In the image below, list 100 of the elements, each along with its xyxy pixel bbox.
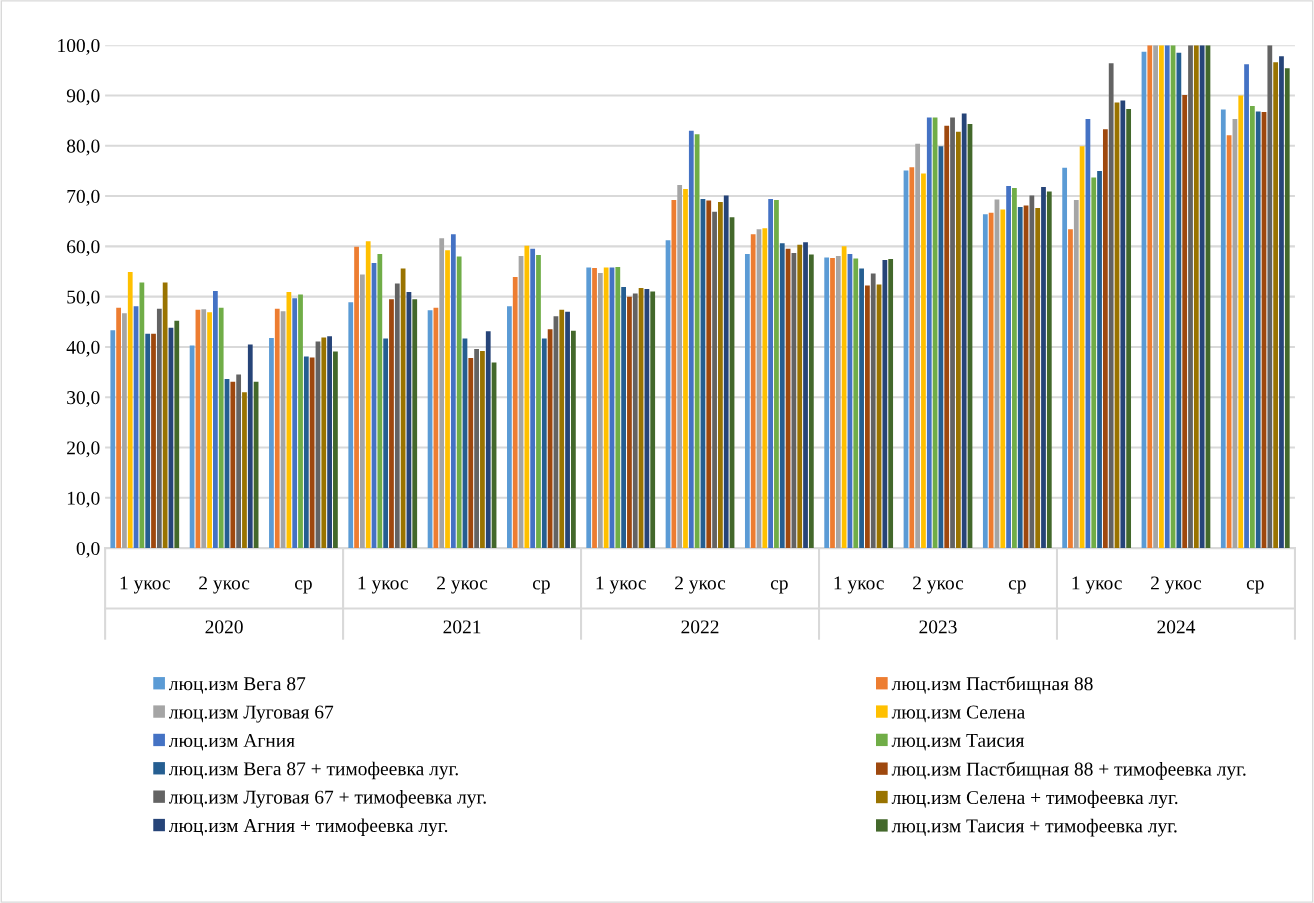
bar — [565, 311, 570, 549]
bar — [524, 245, 530, 549]
bar — [1255, 111, 1261, 549]
legend-label: люц.изм Селена — [891, 705, 1025, 723]
bar — [1244, 64, 1249, 549]
y-tick-label: 30,0 — [67, 391, 100, 407]
x-tick-label: ср — [532, 580, 550, 594]
x-tick-label: 1 укос — [120, 576, 170, 594]
bar — [236, 374, 242, 549]
bar — [1279, 56, 1284, 549]
bar — [1164, 45, 1170, 549]
bar — [530, 248, 536, 549]
bar — [365, 241, 371, 549]
y-tick-label: 60,0 — [67, 240, 100, 257]
x-tick-label: 1 укос — [596, 576, 646, 594]
bar — [110, 330, 116, 549]
bar — [1273, 62, 1279, 549]
bar — [621, 287, 627, 549]
bar — [480, 350, 485, 549]
bar — [559, 309, 565, 549]
bar — [797, 244, 803, 549]
text: 2022 — [681, 620, 719, 634]
bar — [162, 282, 168, 549]
bar — [321, 337, 327, 549]
bar — [915, 143, 921, 549]
x-tick-label: 1 укос — [358, 576, 408, 594]
text: 2021 — [443, 620, 481, 634]
bar — [961, 113, 967, 549]
legend-label: люц.изм Агния + тимофеевка луг. — [169, 818, 448, 837]
bar — [1284, 68, 1290, 549]
bar — [882, 259, 888, 549]
text: 2024 — [1157, 620, 1196, 634]
x-tick-label: ср — [1008, 580, 1026, 594]
bar — [1068, 229, 1073, 549]
bar — [1097, 170, 1102, 549]
bar — [1193, 45, 1199, 549]
bar — [212, 291, 218, 549]
bar — [116, 307, 121, 549]
bar — [694, 134, 700, 549]
y-tick-label: 40,0 — [66, 340, 100, 357]
bar — [547, 329, 553, 549]
bar — [603, 267, 609, 549]
bar — [1000, 209, 1006, 549]
x-tick-label: 1 укос — [834, 576, 884, 594]
legend-label: люц.изм Таисия — [891, 734, 1025, 751]
bar — [122, 313, 127, 549]
y-tick-label: 100,0 — [58, 38, 100, 55]
bar — [1041, 186, 1046, 549]
bar — [1102, 129, 1108, 549]
bar — [456, 256, 462, 549]
bar — [632, 293, 638, 549]
y-tick-label: 50,0 — [67, 290, 100, 307]
bar — [909, 167, 915, 549]
x-tick-label: 2 укос — [199, 576, 250, 594]
y-tick-label: 20,0 — [67, 441, 100, 458]
bar — [1091, 177, 1097, 549]
bar — [926, 117, 932, 549]
bar — [921, 173, 926, 549]
bar — [586, 267, 592, 549]
bar — [1029, 195, 1035, 549]
bar — [888, 258, 894, 549]
bar — [835, 255, 841, 549]
bar — [1199, 45, 1205, 549]
bar — [507, 306, 512, 549]
bar — [677, 184, 683, 549]
bar — [327, 336, 332, 549]
bar — [744, 253, 750, 549]
bar — [982, 214, 988, 549]
bar — [723, 195, 729, 549]
bar — [1073, 200, 1079, 549]
bar — [627, 296, 632, 549]
bar — [865, 285, 870, 549]
bar — [139, 282, 145, 549]
bar — [298, 294, 303, 549]
x-tick-label: ср — [770, 580, 788, 594]
bar — [1238, 95, 1244, 549]
bar — [445, 250, 450, 549]
bar — [1012, 187, 1017, 549]
bar — [1188, 45, 1193, 549]
legend-label: люц.изм Таисия + тимофеевка луг. — [891, 818, 1177, 837]
bar — [309, 357, 315, 549]
bar — [412, 299, 418, 549]
x-tick-label: ср — [1246, 580, 1264, 594]
x-tick-label: 1 укос — [1072, 576, 1122, 594]
bar — [230, 381, 236, 549]
bar — [592, 267, 597, 549]
bar — [1035, 208, 1041, 549]
bar — [615, 266, 621, 549]
bar — [803, 242, 808, 549]
bar — [333, 351, 338, 549]
legend-label: люц.изм Вега 87 — [169, 677, 306, 694]
legend-label: люц.изм Вега 87 + тимофеевка луг. — [169, 761, 458, 780]
bar — [274, 308, 280, 549]
bar — [712, 211, 717, 549]
bar — [1153, 45, 1158, 549]
bar — [1017, 207, 1023, 549]
bar — [474, 348, 479, 549]
bar — [1182, 94, 1188, 549]
bar — [156, 308, 162, 549]
bar — [859, 268, 864, 549]
